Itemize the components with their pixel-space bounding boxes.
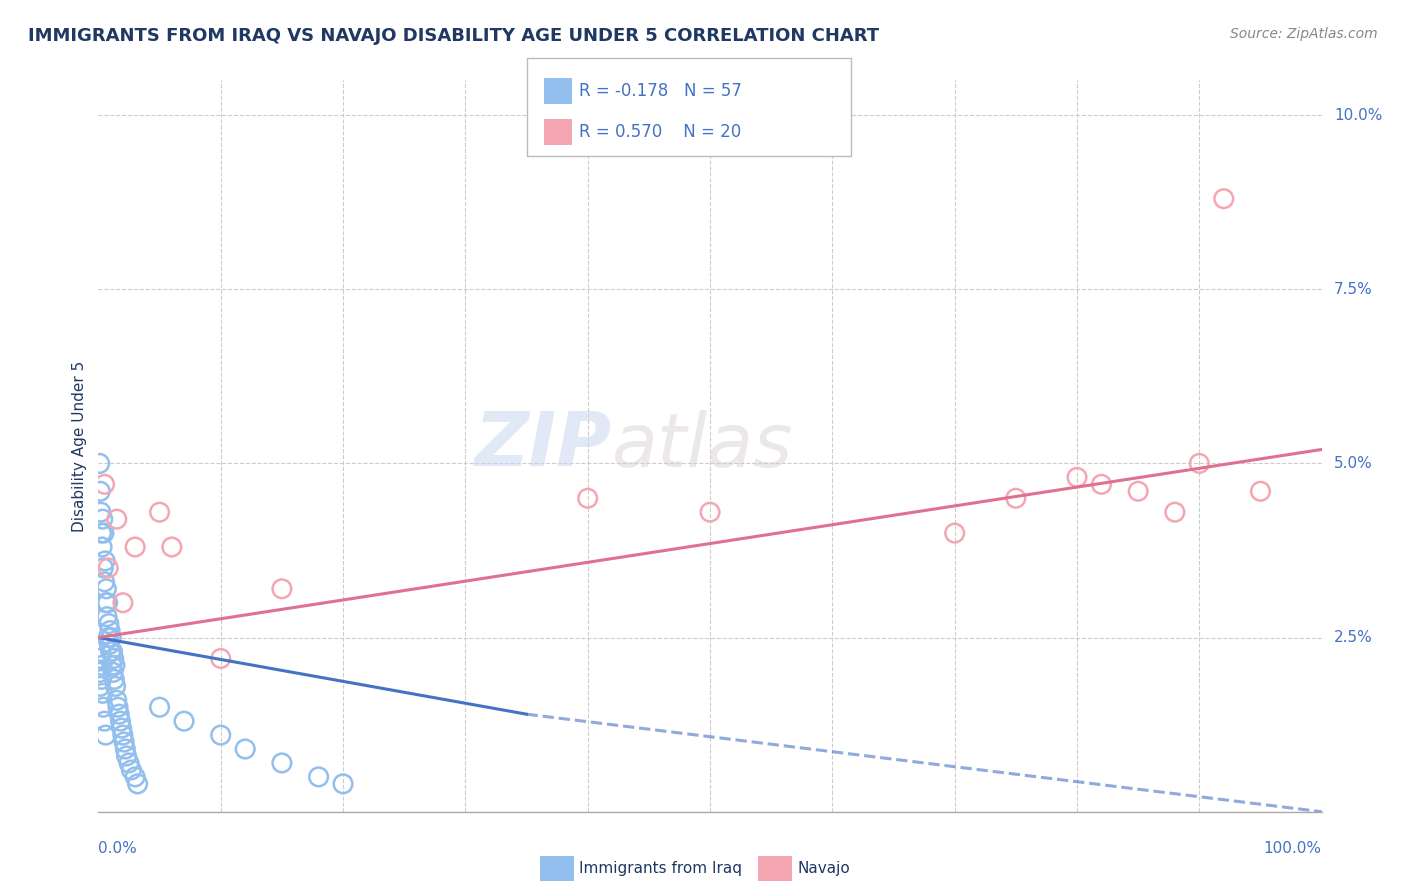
Point xyxy=(97,596,120,610)
Point xyxy=(107,700,129,714)
Point xyxy=(114,742,136,756)
Point xyxy=(209,728,232,742)
Point xyxy=(101,658,124,673)
Point xyxy=(94,554,117,568)
Point xyxy=(108,707,131,722)
Text: 2.5%: 2.5% xyxy=(1334,630,1372,645)
Point xyxy=(98,624,121,638)
Point xyxy=(115,749,138,764)
Point xyxy=(103,651,125,665)
Text: atlas: atlas xyxy=(612,410,793,482)
Point xyxy=(576,491,599,506)
Text: 10.0%: 10.0% xyxy=(1334,108,1382,122)
Point xyxy=(93,714,115,728)
Point xyxy=(97,561,120,575)
Point xyxy=(120,763,142,777)
Point xyxy=(209,651,232,665)
Point xyxy=(1164,505,1187,519)
Point xyxy=(89,484,111,499)
Text: 5.0%: 5.0% xyxy=(1334,456,1372,471)
Point xyxy=(91,540,114,554)
Point xyxy=(149,505,172,519)
Point xyxy=(97,616,120,631)
Text: R = -0.178   N = 57: R = -0.178 N = 57 xyxy=(579,82,742,100)
Point xyxy=(90,673,112,687)
Point xyxy=(93,526,115,541)
Point xyxy=(89,679,111,693)
Point xyxy=(94,728,117,742)
Point xyxy=(91,700,114,714)
Point xyxy=(91,658,114,673)
Point xyxy=(100,631,122,645)
Point xyxy=(105,693,128,707)
Point xyxy=(89,457,111,471)
Point xyxy=(233,742,256,756)
Point xyxy=(699,505,721,519)
Point xyxy=(111,596,134,610)
Point xyxy=(118,756,141,770)
Point xyxy=(93,574,115,589)
Point xyxy=(308,770,330,784)
Point xyxy=(124,770,146,784)
Text: Navajo: Navajo xyxy=(797,862,851,876)
Point xyxy=(89,651,111,665)
Point xyxy=(96,582,118,596)
Point xyxy=(101,665,124,680)
Text: 0.0%: 0.0% xyxy=(98,841,138,856)
Point xyxy=(112,735,135,749)
Point xyxy=(1250,484,1272,499)
Point xyxy=(270,756,294,770)
Point xyxy=(104,679,127,693)
Point xyxy=(124,540,146,554)
Point xyxy=(1212,192,1234,206)
Point xyxy=(98,638,121,652)
Text: Source: ZipAtlas.com: Source: ZipAtlas.com xyxy=(1230,27,1378,41)
Text: 7.5%: 7.5% xyxy=(1334,282,1372,297)
Point xyxy=(1188,457,1211,471)
Point xyxy=(127,777,149,791)
Text: ZIP: ZIP xyxy=(475,409,612,483)
Point xyxy=(101,644,124,658)
Point xyxy=(90,644,112,658)
Point xyxy=(1128,484,1150,499)
Point xyxy=(332,777,354,791)
Point xyxy=(173,714,195,728)
Point xyxy=(91,512,114,526)
Point xyxy=(1066,470,1088,484)
Point xyxy=(160,540,183,554)
Point xyxy=(89,665,111,680)
Point xyxy=(943,526,966,541)
Point xyxy=(90,526,112,541)
Point xyxy=(93,477,115,491)
Text: R = 0.570    N = 20: R = 0.570 N = 20 xyxy=(579,123,741,141)
Text: Immigrants from Iraq: Immigrants from Iraq xyxy=(579,862,742,876)
Point xyxy=(94,596,117,610)
Point xyxy=(149,700,172,714)
Point xyxy=(103,673,125,687)
Point xyxy=(100,644,122,658)
Point xyxy=(91,561,114,575)
Point xyxy=(91,686,114,700)
Point xyxy=(90,505,112,519)
Point xyxy=(111,721,134,735)
Point xyxy=(105,512,128,526)
Point xyxy=(1090,477,1112,491)
Point xyxy=(96,609,118,624)
Point xyxy=(270,582,294,596)
Y-axis label: Disability Age Under 5: Disability Age Under 5 xyxy=(72,360,87,532)
Text: IMMIGRANTS FROM IRAQ VS NAVAJO DISABILITY AGE UNDER 5 CORRELATION CHART: IMMIGRANTS FROM IRAQ VS NAVAJO DISABILIT… xyxy=(28,27,879,45)
Point xyxy=(104,658,127,673)
Point xyxy=(111,728,134,742)
Point xyxy=(97,631,120,645)
Text: 100.0%: 100.0% xyxy=(1264,841,1322,856)
Point xyxy=(1004,491,1026,506)
Point xyxy=(110,714,132,728)
